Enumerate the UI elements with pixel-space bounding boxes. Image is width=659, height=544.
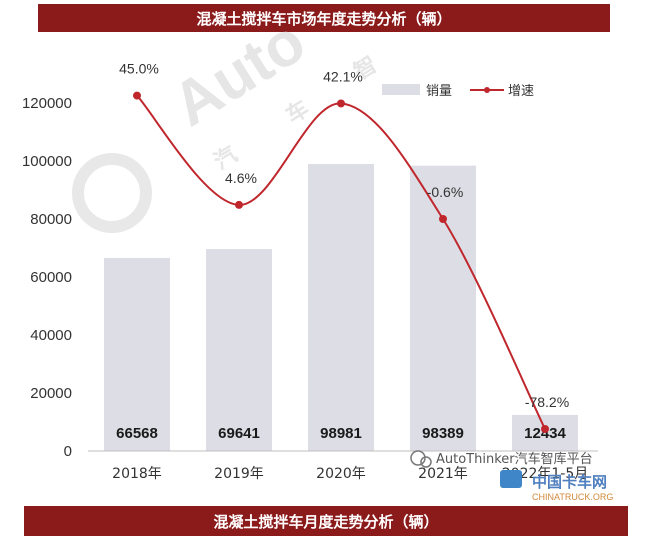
growth-point <box>133 91 141 100</box>
x-tick-label: 2021年 <box>418 466 468 482</box>
y-tick-label: 20000 <box>30 385 72 402</box>
bar-value-label: 12434 <box>524 425 566 442</box>
legend: 销量 增速 <box>382 84 534 99</box>
growth-point <box>235 200 243 209</box>
y-axis: 0 20000 40000 60000 80000 100000 120000 <box>22 95 72 460</box>
bar <box>308 163 374 452</box>
growth-line-series: 45.0% 4.6% 42.1% -0.6% -78.2% <box>119 61 569 434</box>
growth-label: -78.2% <box>525 394 569 410</box>
y-tick-label: 80000 <box>30 211 72 228</box>
growth-label: -0.6% <box>427 184 464 200</box>
x-tick-label: 2019年 <box>214 466 264 482</box>
logo-subtext: CHINATRUCK.ORG <box>532 492 613 502</box>
wechat-icon-bubble <box>420 456 432 468</box>
bottom-title-banner: 混凝土搅拌车月度走势分析（辆） <box>24 506 628 536</box>
x-tick-label: 2018年 <box>112 466 162 482</box>
bar <box>104 257 170 451</box>
x-tick-label: 2022年1-5月 <box>502 466 589 482</box>
truck-logo-icon <box>500 470 522 488</box>
y-tick-label: 60000 <box>30 269 72 286</box>
bar <box>206 249 272 451</box>
y-tick-label: 40000 <box>30 327 72 344</box>
bar-value-label: 69641 <box>218 425 260 442</box>
growth-label: 42.1% <box>323 68 363 84</box>
legend-bar-label: 销量 <box>426 84 452 99</box>
growth-point <box>541 425 549 434</box>
watermark-char-2: 车 <box>281 95 313 129</box>
bar-value-label: 66568 <box>116 425 158 442</box>
x-tick-label: 2020年 <box>316 466 366 482</box>
legend-bar-swatch <box>382 84 420 95</box>
y-tick-label: 0 <box>64 443 72 460</box>
bottom-title: 混凝土搅拌车月度走势分析（辆） <box>213 512 439 531</box>
growth-point <box>337 99 345 108</box>
bar-value-label: 98389 <box>422 425 464 442</box>
logo-text: 中国卡车网 <box>532 473 607 491</box>
chart-title-banner: 混凝土搅拌车市场年度走势分析（辆） <box>38 4 610 32</box>
source-text: AutoThinker汽车智库平台 <box>436 451 593 467</box>
growth-label: 4.6% <box>225 170 257 186</box>
bars: 66568 69641 98981 98389 12434 <box>104 163 578 452</box>
legend-line-label: 增速 <box>508 84 534 99</box>
watermark-logo-icon <box>72 153 152 233</box>
y-tick-label: 120000 <box>22 95 72 112</box>
y-tick-label: 100000 <box>22 153 72 170</box>
chart-title: 混凝土搅拌车市场年度走势分析（辆） <box>196 9 452 28</box>
source-credit: AutoThinker汽车智库平台 中国卡车网 CHINATRUCK.ORG <box>410 450 613 502</box>
wechat-icon <box>410 450 426 466</box>
bar-value-label: 98981 <box>320 425 362 442</box>
growth-label: 45.0% <box>119 61 159 77</box>
legend-line-marker <box>484 87 490 93</box>
x-axis: 2018年 2019年 2020年 2021年 2022年1-5月 <box>112 466 588 482</box>
bar <box>410 165 476 451</box>
growth-point <box>439 214 447 223</box>
